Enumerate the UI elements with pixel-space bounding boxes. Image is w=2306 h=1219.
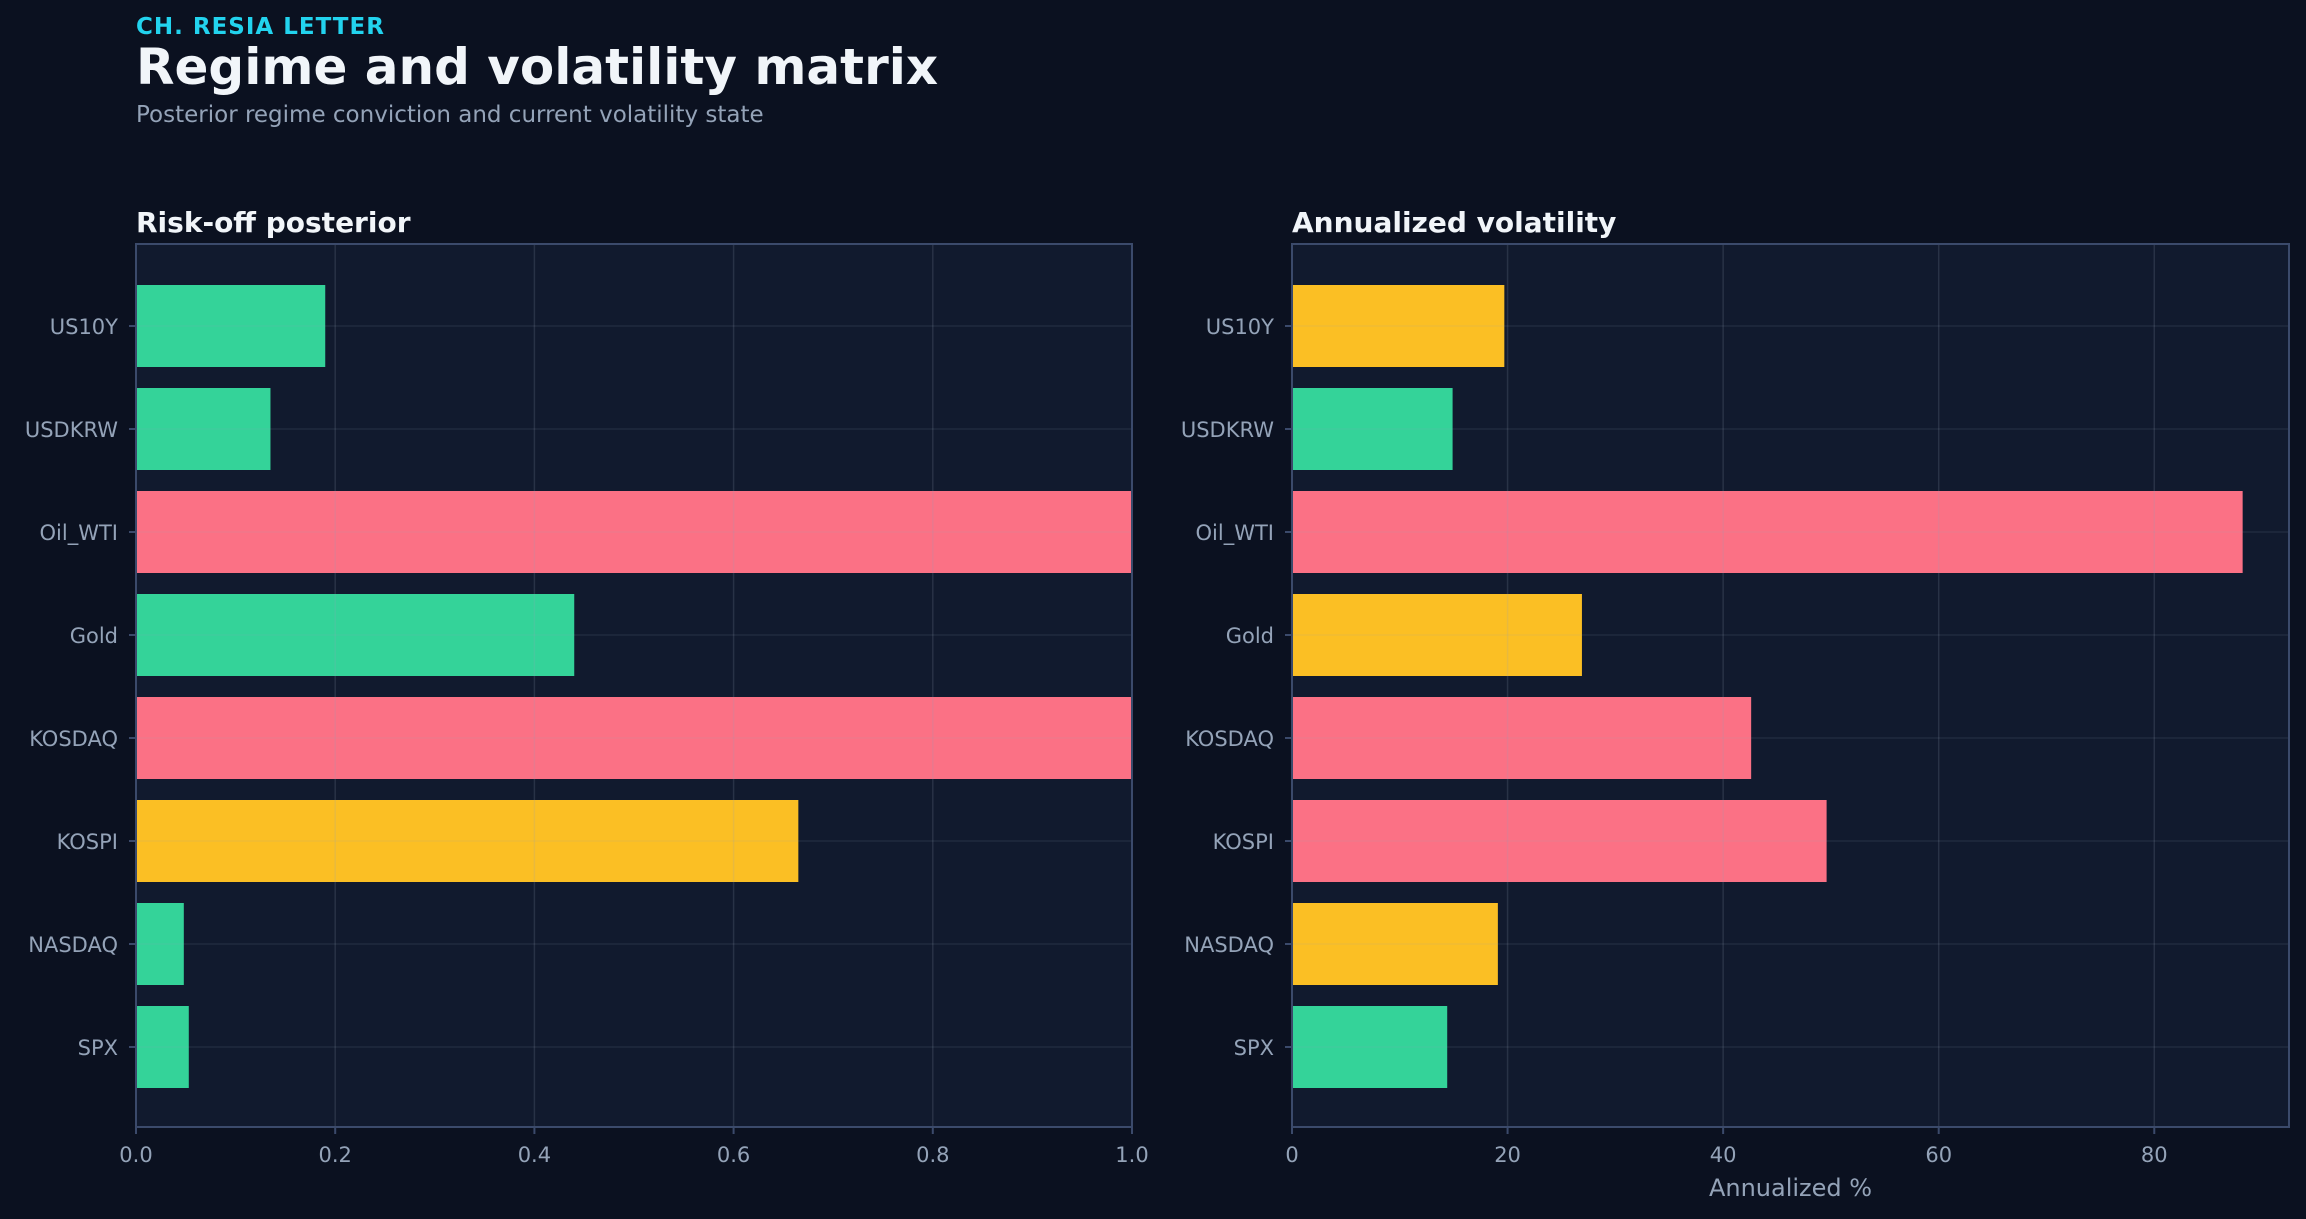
x-tick-label: 0.0 xyxy=(119,1143,152,1167)
x-tick-label: 0 xyxy=(1285,1143,1298,1167)
y-tick-label: KOSPI xyxy=(57,830,118,854)
page-subtitle: Posterior regime conviction and current … xyxy=(136,102,764,128)
chart-panel-1: Risk-off posterior US10Y USDKRW Oil_WTI Gold… xyxy=(25,206,1149,1167)
bar-gold xyxy=(1292,594,1582,676)
x-tick-label: 40 xyxy=(1710,1143,1737,1167)
y-tick-label: KOSDAQ xyxy=(1185,727,1274,751)
x-tick-label: 0.6 xyxy=(717,1143,750,1167)
bar-nasdaq xyxy=(136,903,184,985)
y-tick-label: US10Y xyxy=(1206,315,1274,339)
y-tick-label: USDKRW xyxy=(25,418,118,442)
plot-area xyxy=(1292,244,2289,1127)
y-tick-label: NASDAQ xyxy=(28,933,118,957)
bar-spx xyxy=(136,1006,189,1088)
chart-title: Annualized volatility xyxy=(1292,206,1616,239)
y-tick-label: SPX xyxy=(78,1036,118,1060)
page-title: Regime and volatility matrix xyxy=(136,38,939,96)
bar-oil-wti xyxy=(1292,491,2243,573)
y-tick-label: KOSDAQ xyxy=(29,727,118,751)
x-tick-label: 0.2 xyxy=(318,1143,351,1167)
y-tick-label: Oil_WTI xyxy=(40,521,118,546)
bar-us10y xyxy=(136,285,326,367)
bar-kospi xyxy=(136,800,799,882)
chart-title: Risk-off posterior xyxy=(136,206,411,239)
bar-us10y xyxy=(1292,285,1505,367)
report-kicker: CH. RESIA LETTER xyxy=(136,14,385,40)
bar-spx xyxy=(1292,1006,1448,1088)
x-tick-label: 1.0 xyxy=(1115,1143,1148,1167)
bar-kosdaq xyxy=(136,697,1132,779)
x-tick-label: 80 xyxy=(2141,1143,2168,1167)
y-tick-label: NASDAQ xyxy=(1184,933,1274,957)
y-tick-label: KOSPI xyxy=(1213,830,1274,854)
plot-border xyxy=(135,243,1133,1128)
y-tick-label: USDKRW xyxy=(1181,418,1274,442)
bar-nasdaq xyxy=(1292,903,1498,985)
x-tick-label: 0.8 xyxy=(916,1143,949,1167)
bar-usdkrw xyxy=(1292,388,1453,470)
x-tick-label: 0.4 xyxy=(518,1143,551,1167)
chart-panel-2: Annualized volatility US10Y USDKRW Oil_WTI G… xyxy=(1181,206,2290,1202)
x-tick-label: 20 xyxy=(1494,1143,1521,1167)
plot-area xyxy=(136,244,1132,1127)
y-tick-label: US10Y xyxy=(50,315,118,339)
bar-kosdaq xyxy=(1292,697,1752,779)
y-tick-label: Oil_WTI xyxy=(1196,521,1274,546)
bar-gold xyxy=(136,594,575,676)
bar-kospi xyxy=(1292,800,1827,882)
x-axis-label: Annualized % xyxy=(1709,1174,1872,1202)
bar-oil-wti xyxy=(136,491,1132,573)
plot-border xyxy=(1291,243,2290,1128)
y-tick-label: Gold xyxy=(70,624,118,648)
x-tick-label: 60 xyxy=(1925,1143,1952,1167)
y-tick-label: Gold xyxy=(1226,624,1274,648)
bar-usdkrw xyxy=(136,388,271,470)
y-tick-label: SPX xyxy=(1234,1036,1274,1060)
